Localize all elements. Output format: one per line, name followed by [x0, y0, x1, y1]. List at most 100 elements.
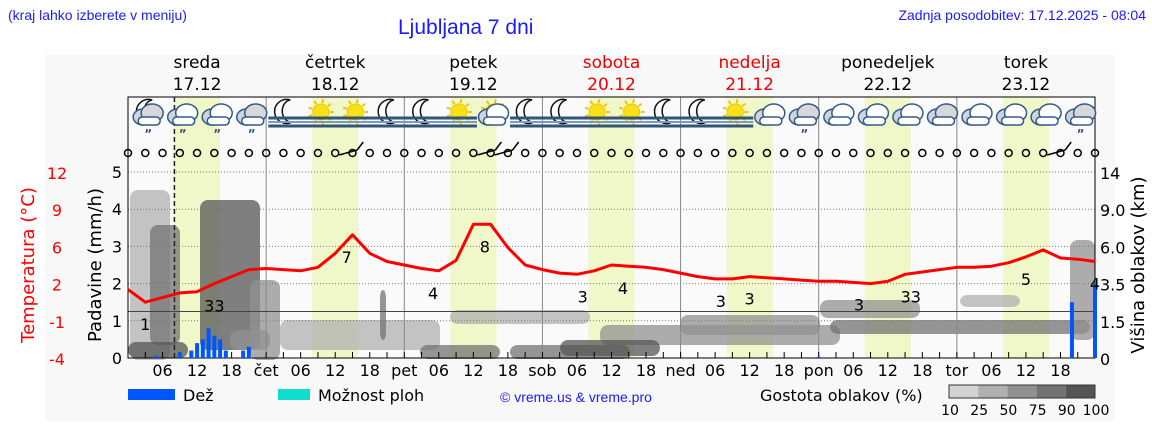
cloud-density-tick: 75 — [1029, 403, 1047, 419]
legend-rain-label: Dež — [183, 386, 214, 405]
sun-fog-icon — [717, 99, 754, 128]
wind-calm-circle — [607, 148, 616, 158]
day-date: 23.12 — [1002, 75, 1051, 95]
x-tick-hour: 18 — [1050, 361, 1070, 380]
wind-barb-icon — [477, 141, 502, 156]
sun-fog-icon — [440, 99, 477, 128]
temperature-tick: -1 — [49, 313, 65, 332]
cloud-density-area — [560, 340, 660, 356]
cloud-icon — [926, 103, 959, 126]
x-tick-hour: 12 — [187, 361, 207, 380]
precipitation-bar — [200, 339, 205, 358]
x-tick-hour: 06 — [705, 361, 725, 380]
cloud-density-swatch — [1036, 385, 1066, 398]
legend-showers-swatch — [278, 389, 310, 400]
wind-calm-circle — [745, 148, 754, 158]
x-tick-hour: 12 — [601, 361, 621, 380]
wind-calm-circle — [210, 148, 219, 158]
curve-annotation: 3 — [854, 295, 864, 314]
curve-annotation: 3 — [716, 292, 726, 311]
wind-calm-circle — [641, 148, 651, 158]
cloud-icon — [857, 103, 890, 126]
wind-calm-circle — [728, 148, 737, 158]
cloud-icon — [823, 103, 855, 126]
cloud-icon — [1030, 103, 1062, 126]
precipitation-bar — [223, 350, 228, 358]
day-name: torek — [1004, 53, 1048, 73]
cloud-density-area — [830, 320, 1090, 334]
x-tick-hour: 18 — [221, 361, 241, 380]
precipitation-bar — [816, 356, 821, 358]
precip-tick: 1 — [112, 312, 122, 331]
temperature-tick: 2 — [52, 276, 62, 295]
wind-calm-circle — [348, 148, 357, 158]
cloud-density-swatch — [978, 385, 1008, 398]
day-name: ponedeljek — [841, 53, 935, 73]
x-tick-hour: 18 — [360, 361, 380, 380]
curve-annotation: 1 — [140, 315, 150, 334]
day-name: petek — [449, 53, 497, 73]
moon-fog-icon — [371, 98, 408, 128]
wind-calm-circle — [883, 148, 893, 158]
temperature-axis-label: Temperatura (°C) — [18, 187, 39, 344]
x-tick-hour: 06 — [429, 361, 449, 380]
wind-calm-circle — [382, 148, 392, 158]
cloud-density-colorbar — [948, 384, 1096, 399]
wind-calm-circle — [486, 148, 495, 158]
x-tick-hour: 06 — [981, 361, 1001, 380]
wind-calm-circle — [693, 148, 703, 158]
cloud-icon — [995, 103, 1028, 126]
cloud-rain-icon: ˮ — [201, 103, 233, 141]
cloud-density-area — [230, 330, 270, 350]
wind-calm-circle — [330, 148, 340, 158]
cloud-rain-icon: ˮ — [1064, 103, 1097, 141]
cloud-density-tick: 10 — [941, 403, 959, 419]
cloud-height-axis-label: Višina oblakov (km) — [1128, 176, 1149, 353]
wind-calm-circle — [849, 148, 858, 158]
wind-barb-icon — [1046, 141, 1072, 156]
wind-calm-circle — [296, 148, 305, 158]
cloud-density-swatch — [1065, 385, 1095, 398]
daylight-band — [588, 97, 635, 358]
cloud-icon — [892, 103, 924, 126]
cloud-density-swatch — [1007, 385, 1037, 398]
curve-annotation: 7 — [342, 248, 352, 267]
precipitation-bar — [1069, 302, 1074, 358]
cloud-height-tick: 9.0 — [1100, 201, 1125, 220]
curve-annotation: 4 — [618, 279, 628, 298]
x-tick-day: pon — [804, 361, 834, 380]
x-tick-day: pet — [391, 361, 417, 380]
wind-calm-circle — [365, 148, 374, 158]
x-tick-hour: 12 — [739, 361, 759, 380]
cloud-rain-icon: ˮ — [166, 103, 199, 141]
wind-calm-circle — [123, 148, 133, 158]
precipitation-axis-label: Padavine (mm/h) — [85, 188, 106, 342]
svg-text:ˮ: ˮ — [248, 127, 256, 141]
x-tick-hour: 18 — [498, 361, 518, 380]
curve-annotation: 3 — [745, 290, 755, 309]
x-tick-day: ned — [666, 361, 696, 380]
day-date: 22.12 — [863, 75, 912, 95]
wind-calm-circle — [814, 148, 823, 158]
curve-annotation: 3 — [578, 287, 588, 306]
daylight-band — [1002, 97, 1049, 358]
wind-calm-circle — [572, 148, 582, 158]
day-date: 18.12 — [311, 75, 360, 95]
cloud-icon — [961, 103, 993, 126]
precipitation-bar — [218, 339, 223, 358]
sun-cloud-icon — [477, 99, 510, 126]
daylight-band — [864, 97, 911, 358]
svg-text:ˮ: ˮ — [1077, 127, 1085, 141]
precipitation-bar — [206, 328, 211, 358]
precip-tick: 0 — [112, 349, 122, 368]
wind-calm-circle — [900, 148, 910, 158]
wind-calm-circle — [400, 148, 409, 158]
cloud-rain-icon: ˮ — [788, 103, 821, 141]
day-name: sobota — [583, 53, 641, 73]
cloud-density-area — [1070, 240, 1095, 340]
precip-tick: 2 — [112, 275, 122, 294]
wind-calm-circle — [538, 148, 547, 158]
moon-fog-icon — [510, 98, 547, 128]
wind-calm-circle — [1090, 148, 1100, 158]
wind-calm-circle — [935, 148, 944, 158]
